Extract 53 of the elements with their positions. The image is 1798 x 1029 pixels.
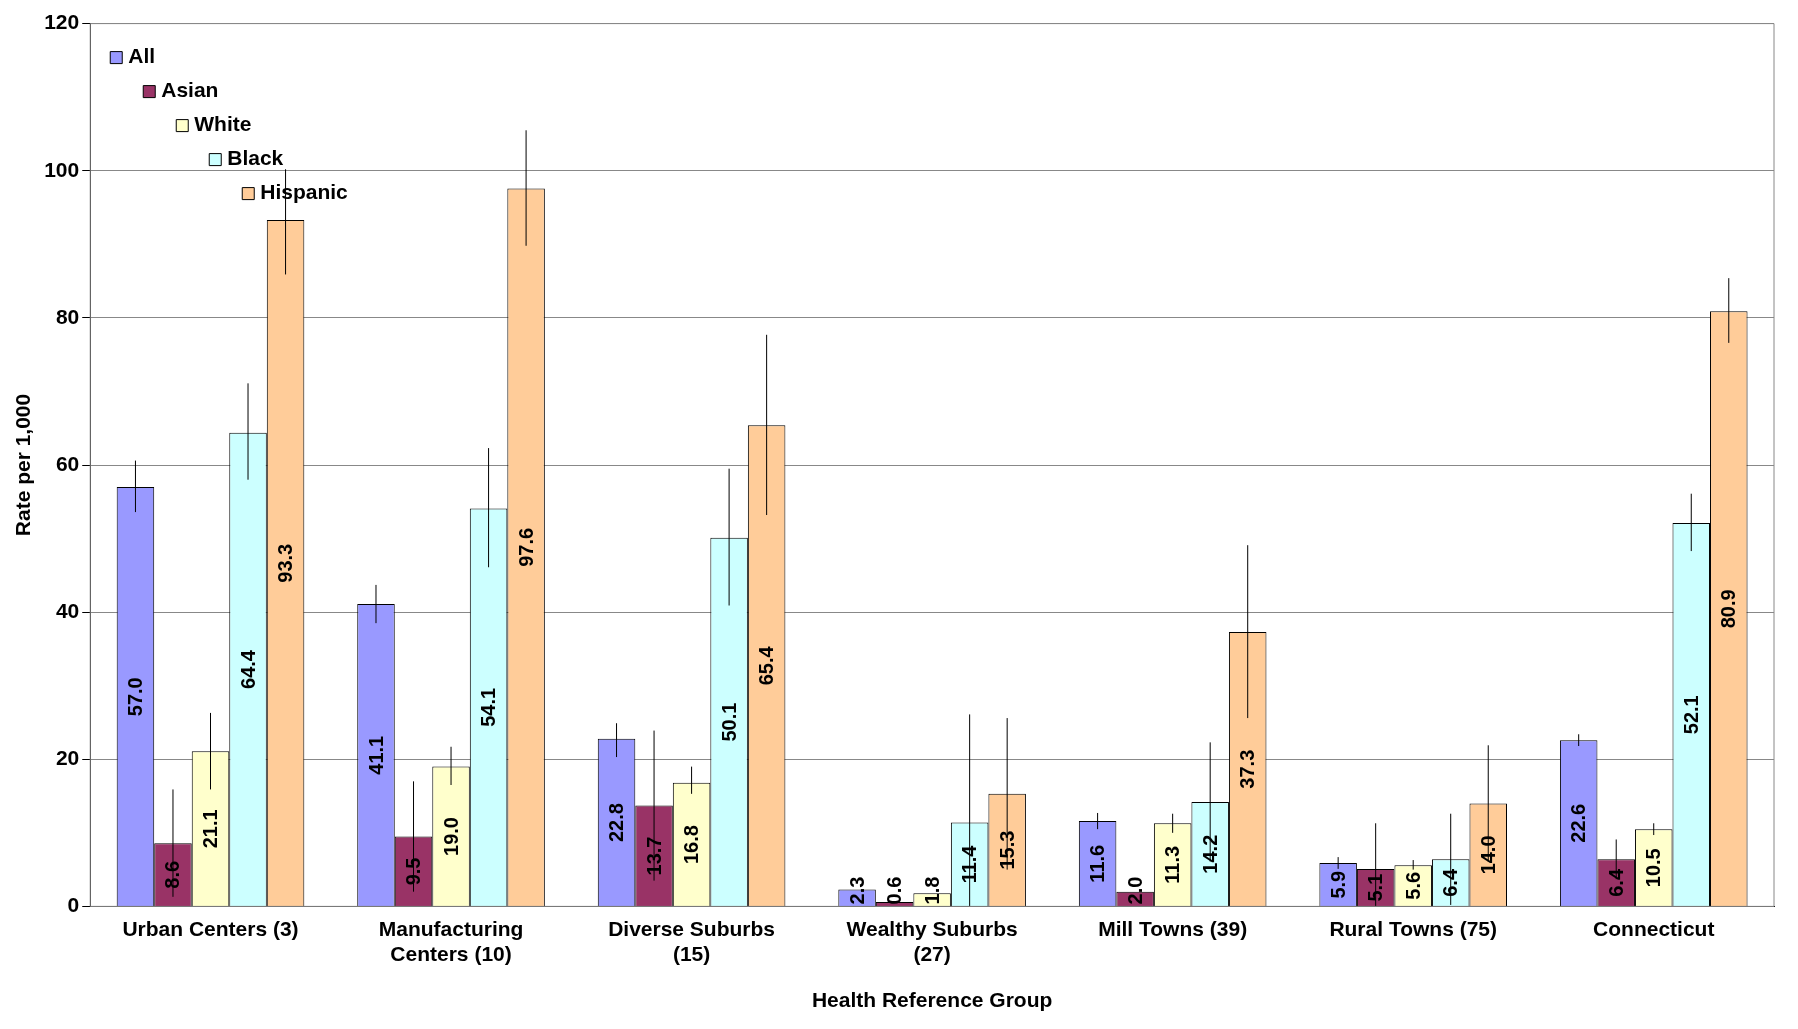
data-label: 5.9	[1326, 870, 1349, 899]
y-tick-label: 60	[55, 451, 80, 475]
x-tick-label: Wealthy Suburbs (27)	[846, 916, 1018, 965]
y-tick-label: 120	[44, 10, 80, 34]
data-label: 41.1	[364, 735, 387, 775]
y-tick-label: 80	[55, 304, 80, 328]
data-label: 1.8	[920, 876, 943, 905]
y-tick-label: 20	[55, 746, 80, 770]
legend-label: Black	[227, 146, 284, 170]
data-label: 37.3	[1236, 749, 1259, 789]
data-label: 19.0	[439, 817, 462, 856]
data-label: 10.5	[1642, 848, 1665, 888]
data-label: 13.7	[642, 836, 665, 876]
data-label: 54.1	[477, 687, 500, 727]
legend-label: Asian	[161, 78, 219, 102]
data-label: 5.6	[1401, 871, 1424, 900]
y-tick-label: 40	[55, 598, 80, 622]
data-label: 97.6	[514, 527, 537, 567]
x-tick-label: Manufacturing Centers (10)	[378, 916, 524, 965]
data-label: 52.1	[1679, 695, 1702, 735]
y-tick-label: 100	[44, 157, 80, 181]
data-label: 11.6	[1086, 844, 1109, 883]
y-axis-title: Rate per 1,000	[11, 393, 35, 537]
x-axis-title: Health Reference Group	[811, 988, 1053, 1012]
data-label: 11.3	[1161, 845, 1184, 884]
data-label: 5.1	[1364, 873, 1387, 902]
data-label: 6.4	[1439, 868, 1462, 897]
data-label: 6.4	[1604, 868, 1627, 897]
legend-label: White	[194, 112, 252, 136]
data-label: 16.8	[680, 825, 703, 865]
x-tick-label: Diverse Suburbs (15)	[608, 916, 776, 965]
data-label: 50.1	[717, 702, 740, 742]
data-label: 93.3	[274, 543, 297, 583]
data-label: 14.2	[1198, 834, 1221, 874]
data-label: 21.1	[199, 809, 222, 849]
data-label: 2.0	[1123, 876, 1146, 905]
data-label: 22.6	[1567, 803, 1590, 843]
data-label: 22.8	[605, 803, 628, 842]
x-tick-label: Connecticut	[1593, 916, 1715, 940]
y-tick-label: 0	[67, 893, 80, 917]
data-label: 11.4	[958, 844, 981, 884]
data-label: 15.3	[995, 830, 1018, 870]
data-label: 57.0	[123, 677, 146, 717]
data-label: 64.4	[236, 649, 259, 689]
data-label: 80.9	[1717, 589, 1740, 629]
x-tick-label: Urban Centers (3)	[122, 916, 299, 940]
data-label: 65.4	[755, 645, 778, 686]
data-label: 8.6	[161, 860, 184, 889]
x-tick-label: Rural Towns (75)	[1329, 916, 1498, 940]
legend-label: All	[128, 44, 156, 68]
data-label: 14.0	[1476, 835, 1499, 875]
x-tick-label: Mill Towns (39)	[1098, 916, 1248, 940]
data-label: 2.3	[845, 876, 868, 905]
